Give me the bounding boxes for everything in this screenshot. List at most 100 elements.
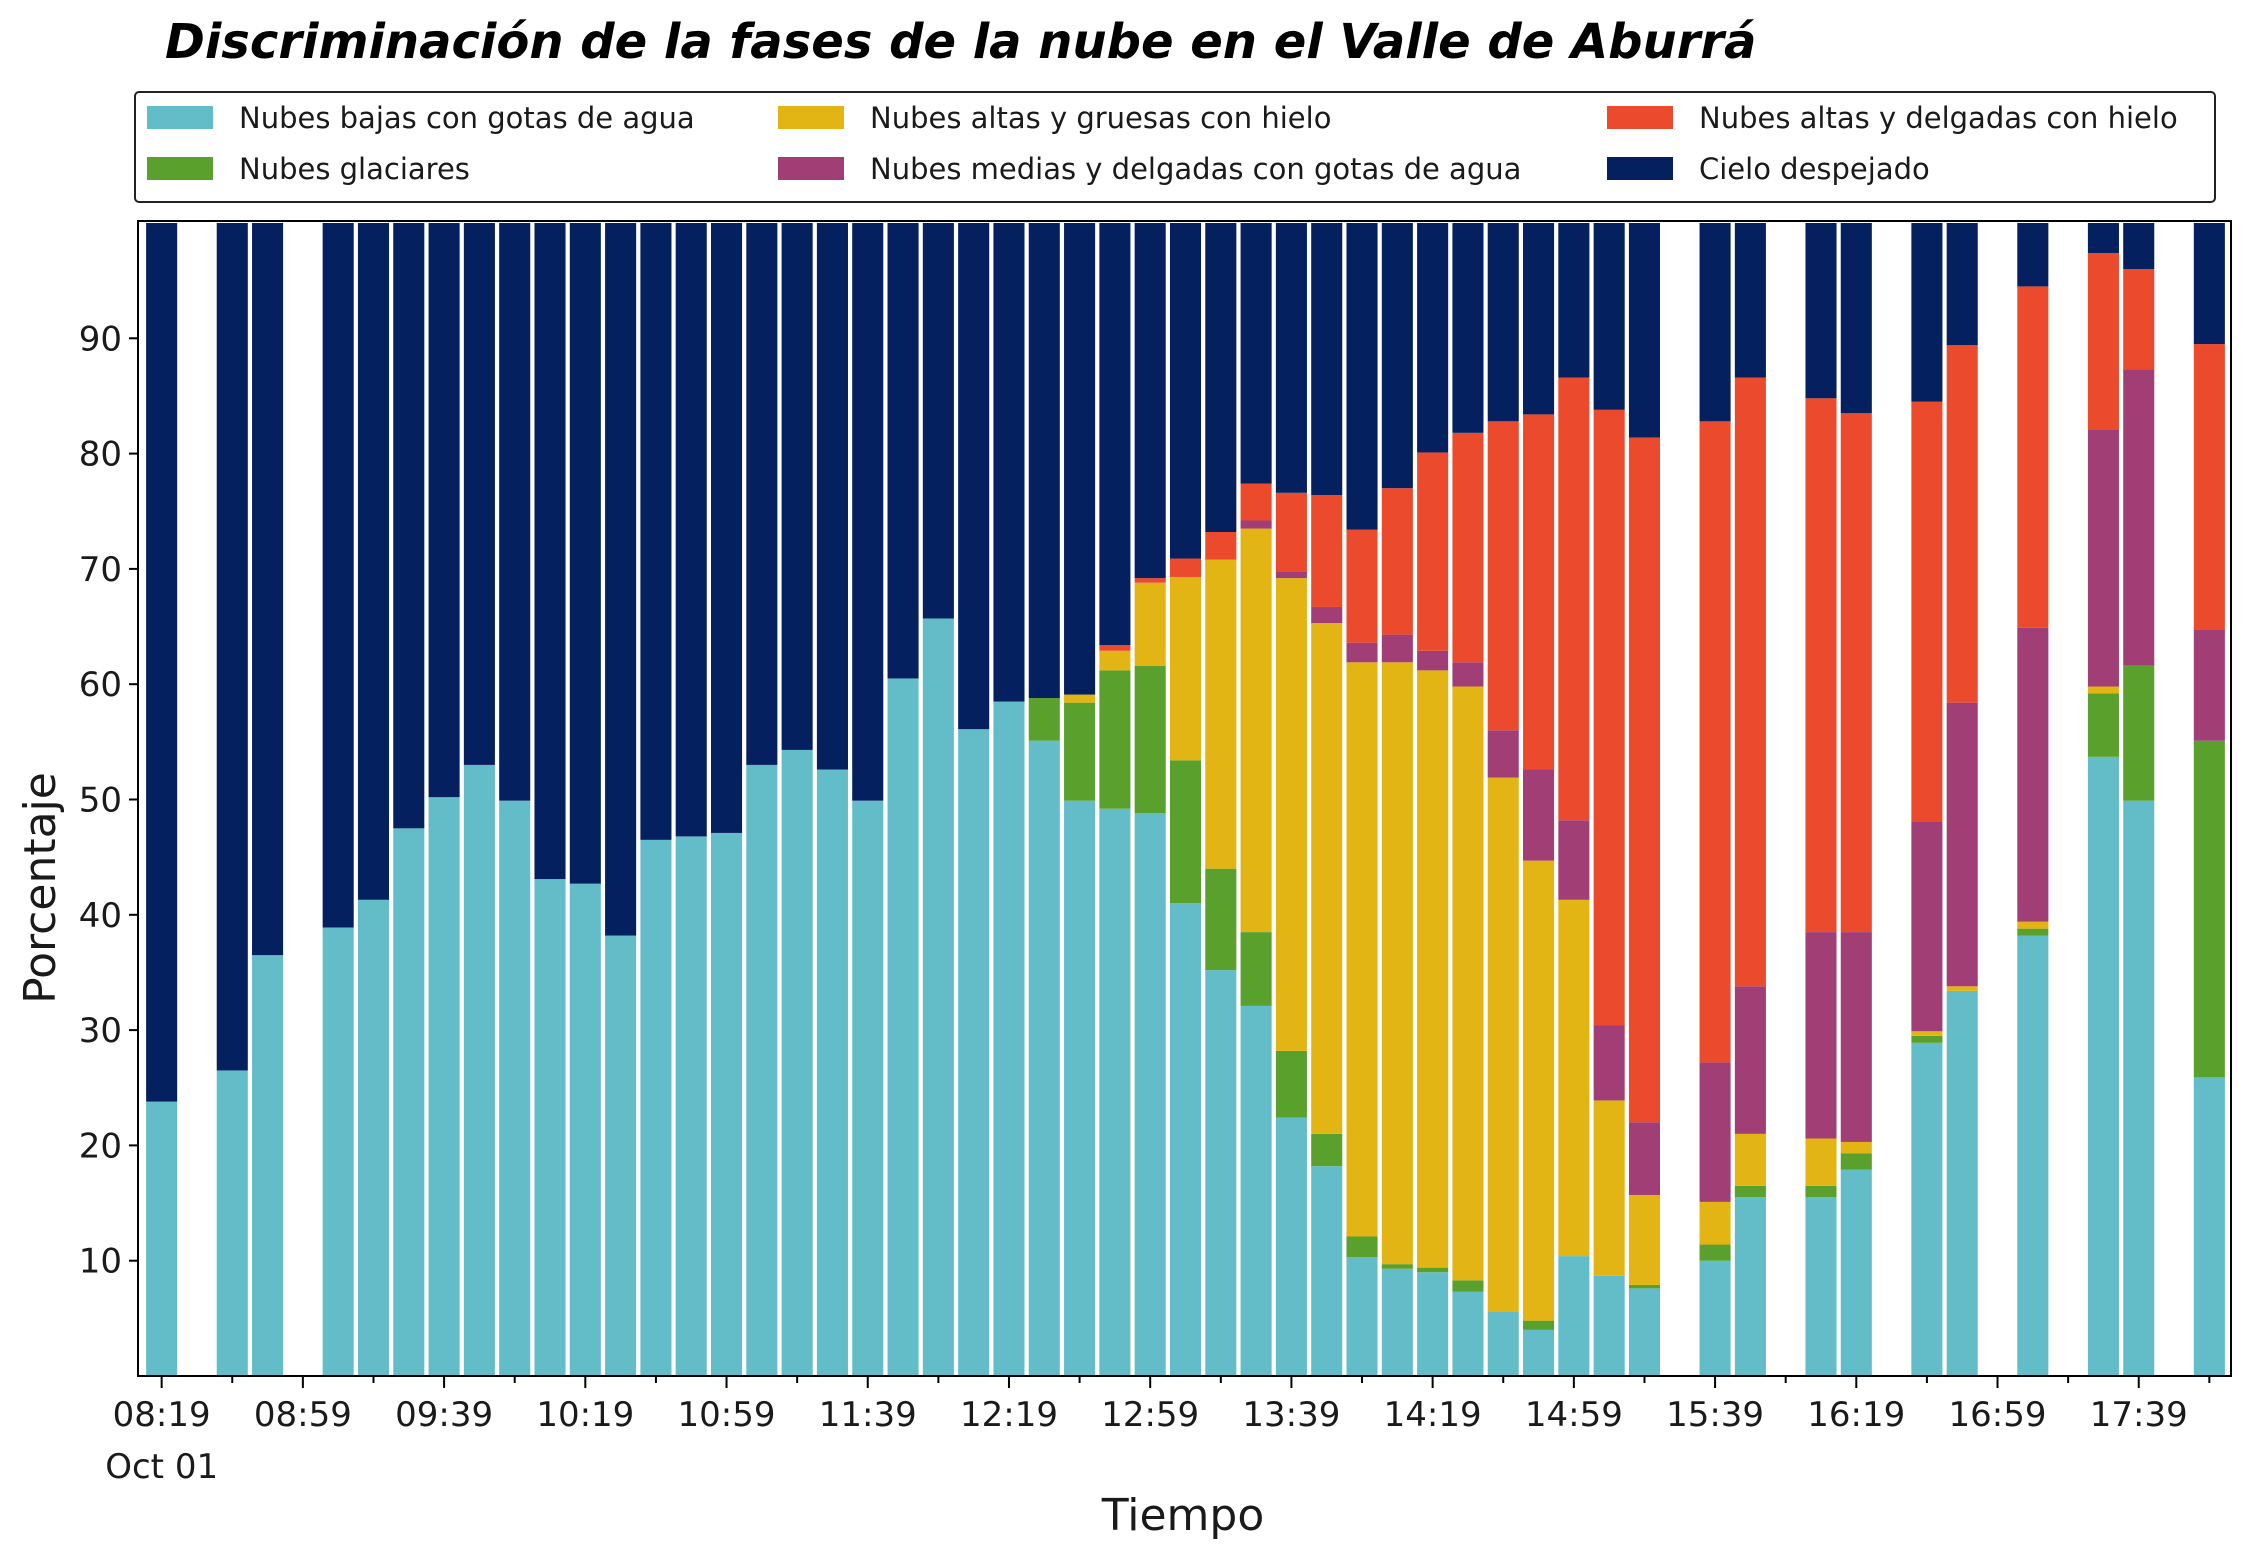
legend-swatch-nubes-altas-y-gruesas-con-hielo — [778, 106, 844, 129]
bar-segment-cielo-despejado — [1523, 223, 1555, 415]
bar-segment-nubes-altas-y-delgadas-con-hielo — [1134, 578, 1166, 583]
bar-segment-nubes-medias-y-delgadas-con-gotas-de-agua — [2193, 630, 2225, 741]
x-tick-date-label: Oct 01 — [105, 1447, 218, 1487]
bar-segment-nubes-altas-y-gruesas-con-hielo — [1734, 1133, 1766, 1186]
bar-segment-cielo-despejado — [2087, 223, 2119, 253]
y-tick-label: 40 — [79, 896, 122, 936]
bar-segment-nubes-altas-y-delgadas-con-hielo — [1240, 483, 1272, 521]
bar-segment-nubes-altas-y-delgadas-con-hielo — [1346, 529, 1378, 643]
bar-segment-nubes-altas-y-gruesas-con-hielo — [1346, 662, 1378, 1237]
bar-segment-cielo-despejado — [1134, 223, 1166, 579]
bar-segment-cielo-despejado — [746, 223, 778, 765]
y-axis-label: Porcentaje — [15, 772, 66, 1004]
bar-segment-nubes-bajas-con-gotas-de-agua — [1134, 813, 1166, 1376]
bar-segment-nubes-altas-y-gruesas-con-hielo — [1417, 670, 1449, 1268]
bar-segment-nubes-bajas-con-gotas-de-agua — [2017, 935, 2049, 1376]
bar-segment-nubes-altas-y-gruesas-con-hielo — [1099, 650, 1131, 671]
legend-frame — [134, 91, 2216, 203]
legend-swatch-nubes-medias-y-delgadas-con-gotas-de-agua — [778, 157, 844, 180]
x-tick-label: 14:59 — [1525, 1395, 1623, 1435]
bar-segment-nubes-glaciares — [2123, 665, 2155, 801]
bar-segment-nubes-altas-y-delgadas-con-hielo — [2017, 286, 2049, 628]
bar-segment-cielo-despejado — [2017, 223, 2049, 287]
bar-segment-nubes-altas-y-gruesas-con-hielo — [1558, 899, 1590, 1257]
x-tick-label: 12:19 — [960, 1395, 1058, 1435]
bar-segment-nubes-altas-y-delgadas-con-hielo — [2193, 344, 2225, 631]
x-axis-label: Tiempo — [1101, 1490, 1265, 1541]
bar-segment-cielo-despejado — [2123, 223, 2155, 270]
bar-segment-nubes-altas-y-delgadas-con-hielo — [1417, 452, 1449, 651]
y-tick-label: 90 — [79, 319, 122, 359]
bar-segment-nubes-medias-y-delgadas-con-gotas-de-agua — [1417, 650, 1449, 671]
bar-segment-cielo-despejado — [146, 223, 178, 1102]
bar-segment-nubes-altas-y-delgadas-con-hielo — [1523, 414, 1555, 770]
bar-segment-nubes-altas-y-gruesas-con-hielo — [1628, 1194, 1660, 1285]
bar-segment-nubes-glaciares — [1346, 1236, 1378, 1258]
bar-segment-nubes-medias-y-delgadas-con-gotas-de-agua — [1275, 571, 1307, 579]
bar-segment-nubes-bajas-con-gotas-de-agua — [1628, 1288, 1660, 1376]
bar-segment-nubes-medias-y-delgadas-con-gotas-de-agua — [1805, 932, 1837, 1139]
bar-segment-nubes-bajas-con-gotas-de-agua — [1946, 990, 1978, 1376]
bar-segment-cielo-despejado — [675, 223, 707, 837]
bar-segment-nubes-altas-y-gruesas-con-hielo — [1523, 860, 1555, 1321]
bar-segment-nubes-altas-y-delgadas-con-hielo — [1381, 488, 1413, 635]
bar-segment-nubes-bajas-con-gotas-de-agua — [1064, 800, 1096, 1376]
bar-segment-nubes-bajas-con-gotas-de-agua — [1523, 1329, 1555, 1376]
legend-label-nubes-bajas-con-gotas-de-agua: Nubes bajas con gotas de agua — [239, 101, 695, 135]
bar-segment-nubes-bajas-con-gotas-de-agua — [958, 729, 990, 1376]
y-tick-label: 10 — [79, 1242, 122, 1282]
bar-segment-cielo-despejado — [1064, 223, 1096, 695]
bar-segment-nubes-altas-y-gruesas-con-hielo — [2087, 686, 2119, 694]
bar-segment-nubes-altas-y-delgadas-con-hielo — [1911, 401, 1943, 822]
legend-label-cielo-despejado: Cielo despejado — [1699, 152, 1930, 186]
x-tick-label: 13:39 — [1242, 1395, 1340, 1435]
bar-segment-nubes-bajas-con-gotas-de-agua — [922, 618, 954, 1376]
x-tick-label: 12:59 — [1101, 1395, 1199, 1435]
bar-segment-nubes-bajas-con-gotas-de-agua — [1169, 903, 1202, 1376]
bar-segment-nubes-altas-y-gruesas-con-hielo — [1805, 1138, 1837, 1186]
bar-segment-cielo-despejado — [1487, 223, 1519, 422]
legend-swatch-nubes-glaciares — [147, 157, 213, 180]
bar-segment-nubes-bajas-con-gotas-de-agua — [746, 764, 778, 1376]
bar-segment-nubes-bajas-con-gotas-de-agua — [1840, 1169, 1872, 1376]
bar-segment-nubes-bajas-con-gotas-de-agua — [1805, 1197, 1837, 1376]
bar-segment-nubes-glaciares — [2017, 928, 2049, 936]
bar-segment-nubes-bajas-con-gotas-de-agua — [357, 899, 390, 1376]
bar-segment-cielo-despejado — [1099, 223, 1131, 645]
bar-segment-nubes-bajas-con-gotas-de-agua — [1381, 1268, 1413, 1376]
bar-segment-nubes-bajas-con-gotas-de-agua — [2123, 800, 2155, 1376]
bar-segment-cielo-despejado — [1911, 223, 1943, 402]
bar-segment-cielo-despejado — [993, 223, 1025, 702]
bar-segment-nubes-altas-y-gruesas-con-hielo — [1205, 559, 1237, 869]
bar-segment-cielo-despejado — [1240, 223, 1272, 484]
bar-segment-nubes-altas-y-delgadas-con-hielo — [2123, 269, 2155, 370]
bar-segment-nubes-bajas-con-gotas-de-agua — [428, 797, 460, 1376]
x-tick-label: 14:19 — [1384, 1395, 1482, 1435]
bar-segment-cielo-despejado — [922, 223, 954, 619]
bar-segment-nubes-glaciares — [1911, 1035, 1943, 1043]
legend-label-nubes-medias-y-delgadas-con-gotas-de-agua: Nubes medias y delgadas con gotas de agu… — [870, 152, 1521, 186]
bar-segment-nubes-altas-y-delgadas-con-hielo — [1593, 409, 1625, 1026]
y-tick-label: 20 — [79, 1126, 122, 1166]
bar-segment-cielo-despejado — [393, 223, 425, 829]
legend-swatch-nubes-altas-y-delgadas-con-hielo — [1607, 106, 1673, 129]
bar-segment-nubes-altas-y-gruesas-con-hielo — [1487, 777, 1519, 1312]
bar-segment-nubes-bajas-con-gotas-de-agua — [569, 883, 601, 1376]
bar-segment-nubes-altas-y-gruesas-con-hielo — [1452, 686, 1484, 1281]
bar-segment-nubes-glaciares — [1311, 1133, 1343, 1167]
legend-label-nubes-altas-y-delgadas-con-hielo: Nubes altas y delgadas con hielo — [1699, 101, 2178, 135]
bar-segment-nubes-bajas-con-gotas-de-agua — [2087, 756, 2119, 1376]
legend-swatch-nubes-bajas-con-gotas-de-agua — [147, 106, 213, 129]
bar-segment-nubes-glaciares — [1805, 1185, 1837, 1198]
bar-segment-nubes-altas-y-gruesas-con-hielo — [1593, 1100, 1625, 1276]
bar-segment-nubes-glaciares — [1452, 1280, 1484, 1292]
bar-segment-nubes-bajas-con-gotas-de-agua — [322, 927, 354, 1376]
bar-segment-nubes-altas-y-gruesas-con-hielo — [1169, 576, 1202, 761]
bar-segment-nubes-bajas-con-gotas-de-agua — [816, 769, 848, 1376]
bar-segment-nubes-altas-y-gruesas-con-hielo — [1275, 578, 1307, 1051]
bar-segment-cielo-despejado — [1558, 223, 1590, 378]
bar-segment-nubes-bajas-con-gotas-de-agua — [1452, 1291, 1484, 1376]
x-tick-label: 10:59 — [678, 1395, 776, 1435]
bar-segment-nubes-medias-y-delgadas-con-gotas-de-agua — [1346, 642, 1378, 663]
